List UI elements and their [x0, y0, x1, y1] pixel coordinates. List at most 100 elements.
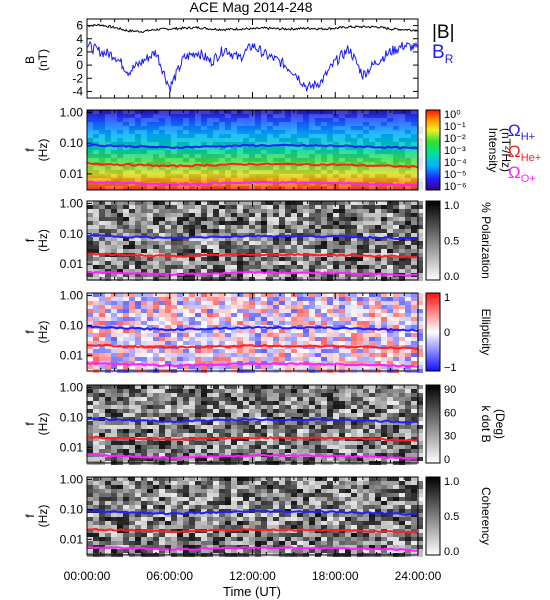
texture-cell — [417, 301, 423, 305]
texture-cell — [411, 481, 417, 485]
texture-cell — [207, 130, 213, 134]
texture-cell — [171, 178, 177, 182]
texture-cell — [219, 146, 225, 150]
texture-cell — [117, 170, 123, 174]
texture-cell — [129, 162, 135, 166]
texture-cell — [177, 325, 183, 329]
texture-cell — [351, 162, 357, 166]
texture-cell — [123, 245, 129, 249]
texture-cell — [213, 178, 219, 182]
texture-cell — [285, 353, 291, 357]
texture-cell — [309, 485, 315, 489]
texture-cell — [375, 293, 381, 297]
texture-cell — [393, 241, 399, 245]
texture-cell — [279, 333, 285, 337]
texture-cell — [303, 245, 309, 249]
texture-cell — [333, 217, 339, 221]
texture-cell — [189, 126, 195, 130]
texture-cell — [393, 401, 399, 405]
texture-cell — [219, 221, 225, 225]
texture-cell — [165, 245, 171, 249]
texture-cell — [297, 170, 303, 174]
texture-cell — [93, 501, 99, 505]
texture-cell — [291, 445, 297, 449]
texture-cell — [309, 229, 315, 233]
texture-cell — [225, 409, 231, 413]
texture-cell — [351, 417, 357, 421]
texture-cell — [189, 309, 195, 313]
texture-cell — [231, 142, 237, 146]
texture-cell — [417, 461, 423, 465]
texture-cell — [111, 237, 117, 241]
y-tick-label: 0 — [76, 58, 83, 72]
texture-cell — [399, 150, 405, 154]
texture-cell — [159, 497, 165, 501]
texture-cell — [231, 341, 237, 345]
texture-cell — [177, 481, 183, 485]
texture-cell — [417, 325, 423, 329]
texture-cell — [387, 130, 393, 134]
texture-cell — [279, 209, 285, 213]
texture-cell — [153, 453, 159, 457]
texture-cell — [339, 118, 345, 122]
texture-cell — [321, 349, 327, 353]
texture-cell — [405, 174, 411, 178]
texture-cell — [351, 385, 357, 389]
texture-cell — [375, 313, 381, 317]
texture-cell — [237, 166, 243, 170]
texture-cell — [291, 421, 297, 425]
texture-cell — [333, 353, 339, 357]
texture-cell — [399, 122, 405, 126]
texture-cell — [243, 497, 249, 501]
texture-cell — [339, 261, 345, 265]
texture-cell — [369, 409, 375, 413]
texture-cell — [195, 393, 201, 397]
texture-cell — [87, 301, 93, 305]
texture-cell — [159, 170, 165, 174]
texture-cell — [225, 241, 231, 245]
texture-cell — [177, 213, 183, 217]
texture-cell — [141, 257, 147, 261]
texture-cell — [243, 213, 249, 217]
texture-cell — [237, 357, 243, 361]
texture-cell — [393, 317, 399, 321]
texture-cell — [255, 209, 261, 213]
texture-cell — [387, 337, 393, 341]
texture-cell — [153, 489, 159, 493]
texture-cell — [93, 385, 99, 389]
texture-cell — [165, 277, 171, 281]
texture-cell — [309, 178, 315, 182]
texture-cell — [315, 433, 321, 437]
texture-cell — [345, 477, 351, 481]
texture-cell — [117, 361, 123, 365]
texture-cell — [381, 441, 387, 445]
texture-cell — [279, 217, 285, 221]
texture-cell — [135, 445, 141, 449]
texture-cell — [303, 170, 309, 174]
texture-cell — [387, 257, 393, 261]
texture-cell — [345, 174, 351, 178]
texture-cell — [417, 221, 423, 225]
texture-cell — [231, 385, 237, 389]
texture-cell — [339, 489, 345, 493]
texture-cell — [297, 257, 303, 261]
texture-cell — [279, 130, 285, 134]
texture-cell — [285, 325, 291, 329]
texture-cell — [123, 413, 129, 417]
texture-cell — [333, 257, 339, 261]
texture-cell — [297, 126, 303, 130]
texture-cell — [303, 186, 309, 190]
texture-cell — [237, 353, 243, 357]
texture-cell — [393, 217, 399, 221]
texture-cell — [165, 421, 171, 425]
texture-cell — [411, 225, 417, 229]
texture-cell — [261, 241, 267, 245]
texture-cell — [177, 265, 183, 269]
texture-cell — [171, 269, 177, 273]
texture-cell — [375, 273, 381, 277]
texture-cell — [411, 162, 417, 166]
texture-cell — [159, 257, 165, 261]
colorbar-tick-label: 0 — [444, 454, 450, 466]
texture-cell — [351, 186, 357, 190]
texture-cell — [291, 265, 297, 269]
